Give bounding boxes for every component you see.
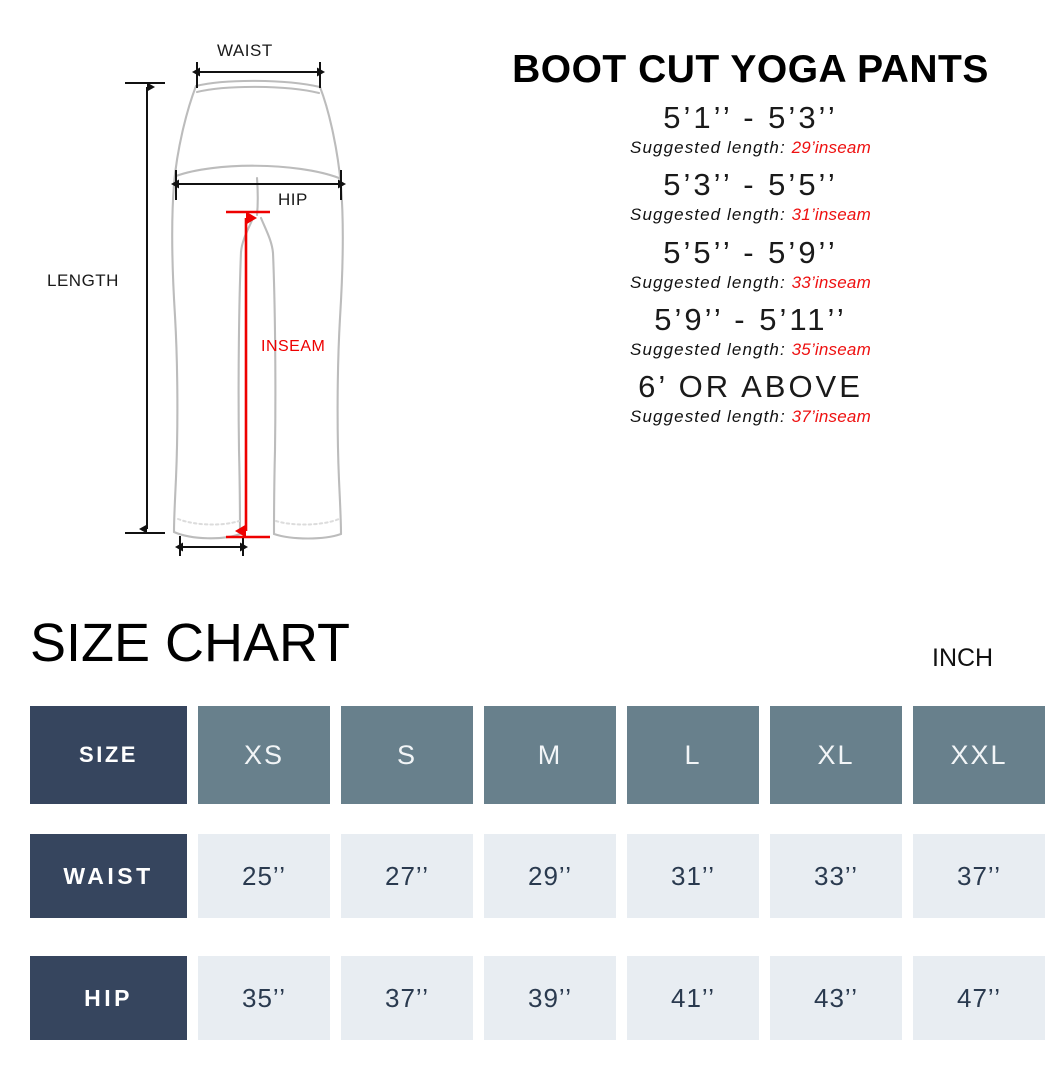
- length-label: LENGTH: [47, 271, 119, 290]
- suggested-length: Suggested length: 33’inseam: [440, 273, 1061, 293]
- size-chart-unit-label: INCH: [932, 644, 994, 672]
- measurement-guide-section: WAIST HIP LENGTH INSEAM BOOT CUT YOGA PA…: [0, 0, 1061, 600]
- waist-value-m: 29’’: [484, 834, 616, 918]
- pants-outline: [171, 79, 344, 540]
- table-header-l: L: [627, 706, 759, 804]
- row-header-waist: WAIST: [30, 834, 187, 918]
- waist-value-l: 31’’: [627, 834, 759, 918]
- table-row-waist: WAIST 25’’ 27’’ 29’’ 31’’ 33’’ 37’’: [30, 834, 1045, 918]
- hip-value-xl: 43’’: [770, 956, 902, 1040]
- hip-value-xs: 35’’: [198, 956, 330, 1040]
- size-chart-section: SIZE CHART INCH SIZE XS S M L XL XXL WAI…: [0, 600, 1061, 1074]
- hip-dimension-arrow: [171, 170, 346, 200]
- table-header-xs: XS: [198, 706, 330, 804]
- size-chart-title: SIZE CHART: [30, 613, 351, 673]
- suggested-inseam-value: 29’inseam: [791, 137, 871, 157]
- height-range: 5’3’’ - 5’5’’: [663, 167, 838, 203]
- length-dimension-arrow: [125, 82, 165, 534]
- waist-dimension-arrow: [192, 62, 325, 88]
- suggested-length: Suggested length: 35’inseam: [440, 340, 1061, 360]
- suggested-length: Suggested length: 29’inseam: [440, 138, 1061, 158]
- pants-illustration-svg: [125, 62, 346, 556]
- height-inseam-guide: BOOT CUT YOGA PANTS 5’1’’ - 5’3’’ Sugges…: [440, 0, 1061, 600]
- hip-value-xxl: 47’’: [913, 956, 1045, 1040]
- suggested-prefix: Suggested length:: [630, 272, 786, 292]
- hem-width-dimension-arrow: [175, 536, 248, 556]
- height-range: 5’1’’ - 5’3’’: [663, 99, 838, 135]
- suggested-prefix: Suggested length:: [630, 137, 786, 157]
- height-row: 5’3’’ - 5’5’’ Suggested length: 31’insea…: [440, 167, 1061, 225]
- height-row: 5’5’’ - 5’9’’ Suggested length: 33’insea…: [440, 235, 1061, 293]
- suggested-length: Suggested length: 31’inseam: [440, 205, 1061, 225]
- inseam-dimension-arrow: [226, 210, 270, 539]
- hip-value-s: 37’’: [341, 956, 473, 1040]
- table-header-s: S: [341, 706, 473, 804]
- suggested-inseam-value: 31’inseam: [791, 205, 871, 225]
- table-row-hip: HIP 35’’ 37’’ 39’’ 41’’ 43’’ 47’’: [30, 956, 1045, 1040]
- size-chart-table: SIZE XS S M L XL XXL WAIST 25’’ 27’’ 29’…: [30, 706, 1045, 1040]
- hip-value-l: 41’’: [627, 956, 759, 1040]
- height-row: 6’ OR ABOVE Suggested length: 37’inseam: [440, 369, 1061, 427]
- table-header-xxl: XXL: [913, 706, 1045, 804]
- height-row: 5’1’’ - 5’3’’ Suggested length: 29’insea…: [440, 100, 1061, 158]
- suggested-length: Suggested length: 37’inseam: [440, 407, 1061, 427]
- row-header-hip: HIP: [30, 956, 187, 1040]
- suggested-prefix: Suggested length:: [630, 407, 786, 427]
- waist-value-xl: 33’’: [770, 834, 902, 918]
- hip-label: HIP: [278, 190, 308, 209]
- height-range: 6’ OR ABOVE: [638, 369, 863, 405]
- table-row-header: SIZE XS S M L XL XXL: [30, 706, 1045, 804]
- pants-measurement-diagram: WAIST HIP LENGTH INSEAM: [0, 0, 440, 600]
- waist-value-s: 27’’: [341, 834, 473, 918]
- waist-value-xxl: 37’’: [913, 834, 1045, 918]
- height-range: 5’9’’ - 5’11’’: [654, 301, 847, 337]
- suggested-inseam-value: 37’inseam: [791, 407, 871, 427]
- table-header-size: SIZE: [30, 706, 187, 804]
- suggested-inseam-value: 35’inseam: [791, 339, 871, 359]
- waist-value-xs: 25’’: [198, 834, 330, 918]
- suggested-prefix: Suggested length:: [630, 205, 786, 225]
- hip-value-m: 39’’: [484, 956, 616, 1040]
- height-range: 5’5’’ - 5’9’’: [663, 234, 838, 270]
- table-header-xl: XL: [770, 706, 902, 804]
- height-row: 5’9’’ - 5’11’’ Suggested length: 35’inse…: [440, 302, 1061, 360]
- suggested-prefix: Suggested length:: [630, 339, 786, 359]
- product-title: BOOT CUT YOGA PANTS: [512, 48, 989, 91]
- suggested-inseam-value: 33’inseam: [791, 272, 871, 292]
- waist-label: WAIST: [217, 41, 273, 60]
- inseam-label: INSEAM: [261, 338, 326, 355]
- table-header-m: M: [484, 706, 616, 804]
